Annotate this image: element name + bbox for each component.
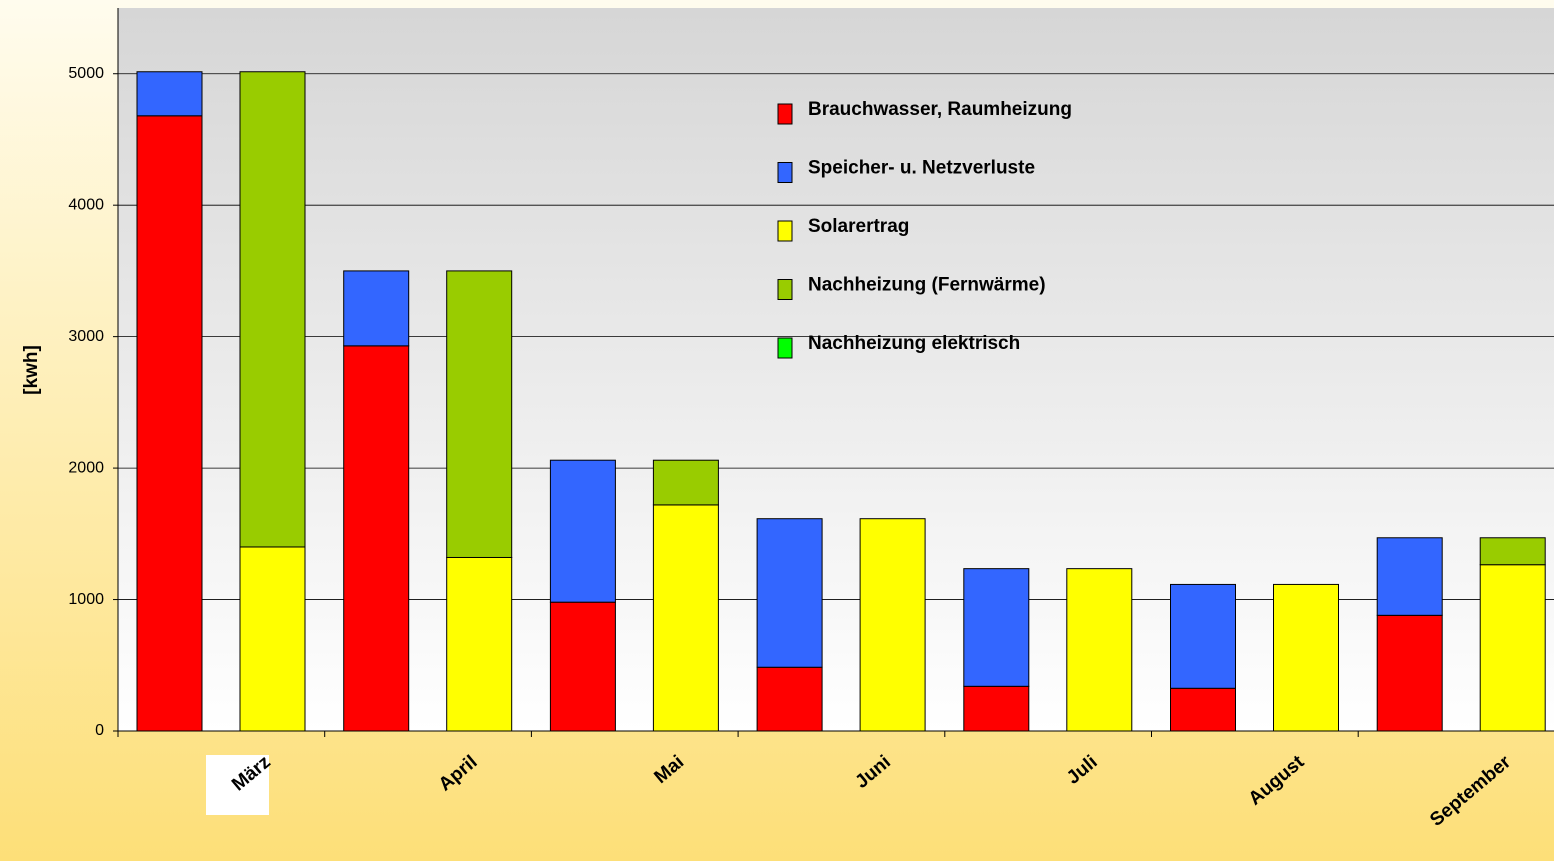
legend-swatch bbox=[777, 220, 793, 242]
bar-segment bbox=[1479, 564, 1546, 732]
bar-segment bbox=[1066, 568, 1133, 732]
bar-segment bbox=[756, 518, 823, 668]
bar-segment bbox=[343, 270, 410, 347]
bar-segment bbox=[1376, 614, 1443, 732]
bar-segment bbox=[343, 345, 410, 732]
bar-segment bbox=[136, 115, 203, 732]
bar-segment bbox=[136, 71, 203, 117]
bar-segment bbox=[1273, 583, 1339, 732]
legend-swatch bbox=[777, 162, 793, 183]
bar-segment bbox=[963, 568, 1030, 687]
bar-segment bbox=[549, 601, 616, 732]
legend-label: Solarertrag bbox=[808, 216, 909, 237]
bar-segment bbox=[549, 459, 616, 603]
legend-label: Nachheizung elektrisch bbox=[808, 333, 1020, 354]
legend-label: Speicher- u. Netzverluste bbox=[808, 158, 1035, 179]
bar-segment bbox=[1170, 583, 1236, 689]
y-tick-label: 5000 bbox=[68, 65, 104, 82]
y-tick-label: 1000 bbox=[68, 591, 104, 608]
legend-label: Nachheizung (Fernwärme) bbox=[808, 275, 1046, 296]
bar-segment bbox=[652, 459, 719, 506]
y-axis-label: [kwh] bbox=[21, 345, 42, 395]
bar-segment bbox=[1170, 687, 1236, 732]
bar-segment bbox=[652, 504, 719, 732]
y-tick-label: 3000 bbox=[68, 328, 104, 345]
legend-swatch bbox=[777, 279, 793, 300]
bar-segment bbox=[859, 518, 926, 732]
bar-segment bbox=[756, 666, 823, 732]
y-tick-label: 4000 bbox=[68, 196, 104, 213]
bar-segment bbox=[446, 270, 513, 558]
bar-segment bbox=[239, 71, 306, 548]
bar-segment bbox=[1376, 537, 1443, 616]
y-tick-label: 2000 bbox=[68, 459, 104, 476]
legend-swatch bbox=[777, 103, 793, 125]
bar-segment bbox=[1479, 537, 1546, 566]
legend-swatch bbox=[777, 337, 793, 359]
bar-segment bbox=[963, 685, 1030, 732]
bar-segment bbox=[239, 546, 306, 732]
bar-segment bbox=[446, 556, 513, 732]
y-tick-label: 0 bbox=[95, 722, 104, 739]
label-highlight bbox=[206, 755, 269, 815]
legend-label: Brauchwasser, Raumheizung bbox=[808, 99, 1072, 120]
